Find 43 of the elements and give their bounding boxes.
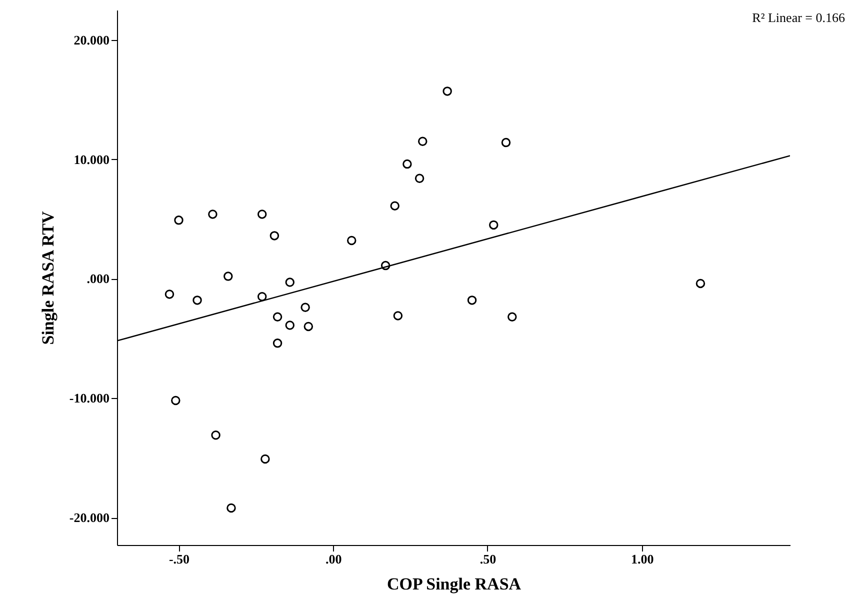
point — [270, 231, 280, 240]
point — [272, 338, 282, 348]
x-tick-label: .50 — [480, 552, 496, 566]
point — [696, 278, 706, 288]
point — [300, 302, 310, 312]
annotation: R² Linear = 0.166 — [752, 10, 846, 25]
point — [285, 320, 295, 330]
point — [442, 86, 452, 96]
point — [380, 260, 390, 270]
point — [272, 312, 282, 322]
point — [418, 136, 428, 146]
x-axis-title: COP Single RASA — [386, 574, 522, 594]
point — [164, 290, 174, 299]
point — [192, 296, 202, 305]
y-tick-label: 20.000 — [74, 32, 110, 48]
point — [414, 174, 424, 183]
point — [508, 312, 517, 322]
point — [390, 201, 400, 210]
point — [347, 236, 356, 246]
point — [211, 430, 220, 440]
x-tick-label: .00 — [325, 552, 342, 566]
y-tick-label: 10.000 — [74, 152, 110, 167]
x-tick-label: -.50 — [168, 552, 190, 566]
point — [224, 272, 233, 281]
y-tick-label: .000 — [86, 271, 110, 286]
point — [226, 503, 236, 513]
point — [171, 396, 180, 406]
point — [489, 220, 498, 230]
point — [257, 292, 267, 302]
point — [208, 210, 218, 219]
point — [174, 216, 184, 225]
point — [260, 454, 270, 464]
y-tick-label: -20.000 — [69, 510, 110, 526]
point — [393, 311, 403, 320]
y-tick-label: -10.000 — [69, 390, 110, 406]
point — [402, 159, 412, 169]
point — [501, 138, 511, 148]
x-tick-label: 1.00 — [630, 552, 654, 566]
point — [257, 210, 267, 219]
point — [285, 278, 295, 287]
y-axis-title: Single RASA RTV — [38, 210, 58, 345]
point — [467, 296, 477, 305]
point — [304, 322, 314, 332]
